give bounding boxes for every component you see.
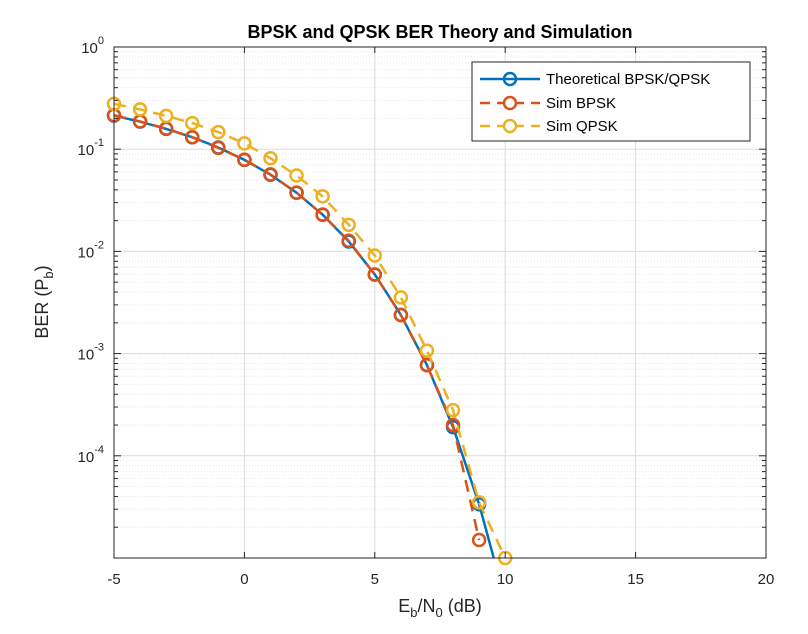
legend-marker-theoretical [502,71,518,87]
y-tick-label: 100 [81,35,104,57]
x-tick-label: 15 [627,571,644,588]
x-tick-label: 10 [497,571,514,588]
data-point-sim-bpsk [419,357,435,373]
series-layer [106,96,513,566]
x-axis-label: Eb/N0 (dB) [398,596,482,620]
data-point-sim-qpsk [393,290,409,305]
data-point-sim-qpsk [341,217,356,233]
series-sim-bpsk [106,107,487,548]
legend-item-sim-bpsk: Sim BPSK [480,95,616,112]
y-axis-label: BER (Pb) [32,265,56,338]
x-axis-label-sub2: 0 [436,605,443,620]
x-axis-label-tail: (dB) [443,596,482,616]
series-line-sim-qpsk [114,102,507,558]
data-point-sim-qpsk [211,124,226,140]
x-tick-label: 5 [371,571,379,588]
data-point-sim-bpsk [237,152,252,167]
y-tick-label: 10-3 [78,342,104,364]
data-point-sim-qpsk [445,402,461,418]
legend-label-theoretical: Theoretical BPSK/QPSK [546,71,710,88]
data-point-sim-bpsk [211,140,226,156]
data-point-sim-qpsk [315,189,330,204]
data-point-sim-qpsk [184,115,200,131]
legend-item-sim-qpsk: Sim QPSK [480,118,618,135]
data-point-sim-bpsk [263,167,278,182]
data-point-sim-bpsk [289,185,304,200]
data-point-sim-bpsk [184,129,200,145]
chart-title: BPSK and QPSK BER Theory and Simulation [247,22,632,42]
data-point-sim-bpsk [367,267,383,282]
x-tick-label: -5 [107,571,120,588]
series-sim-qpsk [106,96,513,566]
legend-box [471,61,751,142]
legend-item-theoretical: Theoretical BPSK/QPSK [480,71,710,88]
y-tick-label: 10-1 [78,137,104,159]
data-point-sim-qpsk [367,248,383,263]
axis-ticks: -5 0 5 10 15 20 10-4 10-3 10-2 10-1 100 [78,35,775,588]
y-axis-label-base: BER (P [32,279,52,339]
legend-label-sim-qpsk: Sim QPSK [546,118,618,135]
legend: Theoretical BPSK/QPSK Sim BPSK Sim QPSK [471,61,751,142]
data-point-sim-qpsk [419,343,435,358]
x-axis-label-sub1: b [410,605,417,620]
x-axis-label-base: E [398,596,410,616]
x-tick-label: 0 [240,571,248,588]
data-point-sim-qpsk [158,108,174,124]
x-axis-label-mid: /N [418,596,436,616]
legend-label-sim-bpsk: Sim BPSK [546,95,616,112]
y-axis-label-sub: b [41,271,56,278]
data-point-sim-bpsk [445,417,461,433]
y-axis-label-tail: ) [32,265,52,271]
data-point-sim-bpsk [315,207,330,223]
data-point-sim-bpsk [393,307,409,323]
data-point-sim-qpsk [237,136,252,151]
data-point-sim-bpsk [471,532,487,548]
series-line-sim-bpsk [114,114,481,541]
y-tick-label: 10-4 [78,444,104,466]
x-tick-label: 20 [758,571,775,588]
data-point-sim-qpsk [471,495,487,510]
data-point-sim-qpsk [263,151,278,166]
data-point-sim-qpsk [132,102,148,117]
legend-marker-sim-bpsk [502,95,518,111]
data-point-sim-qpsk [289,168,304,183]
plot-frame [113,46,767,559]
legend-marker-sim-qpsk [502,118,518,134]
data-point-sim-bpsk [341,233,356,249]
y-tick-label: 10-2 [78,239,104,261]
